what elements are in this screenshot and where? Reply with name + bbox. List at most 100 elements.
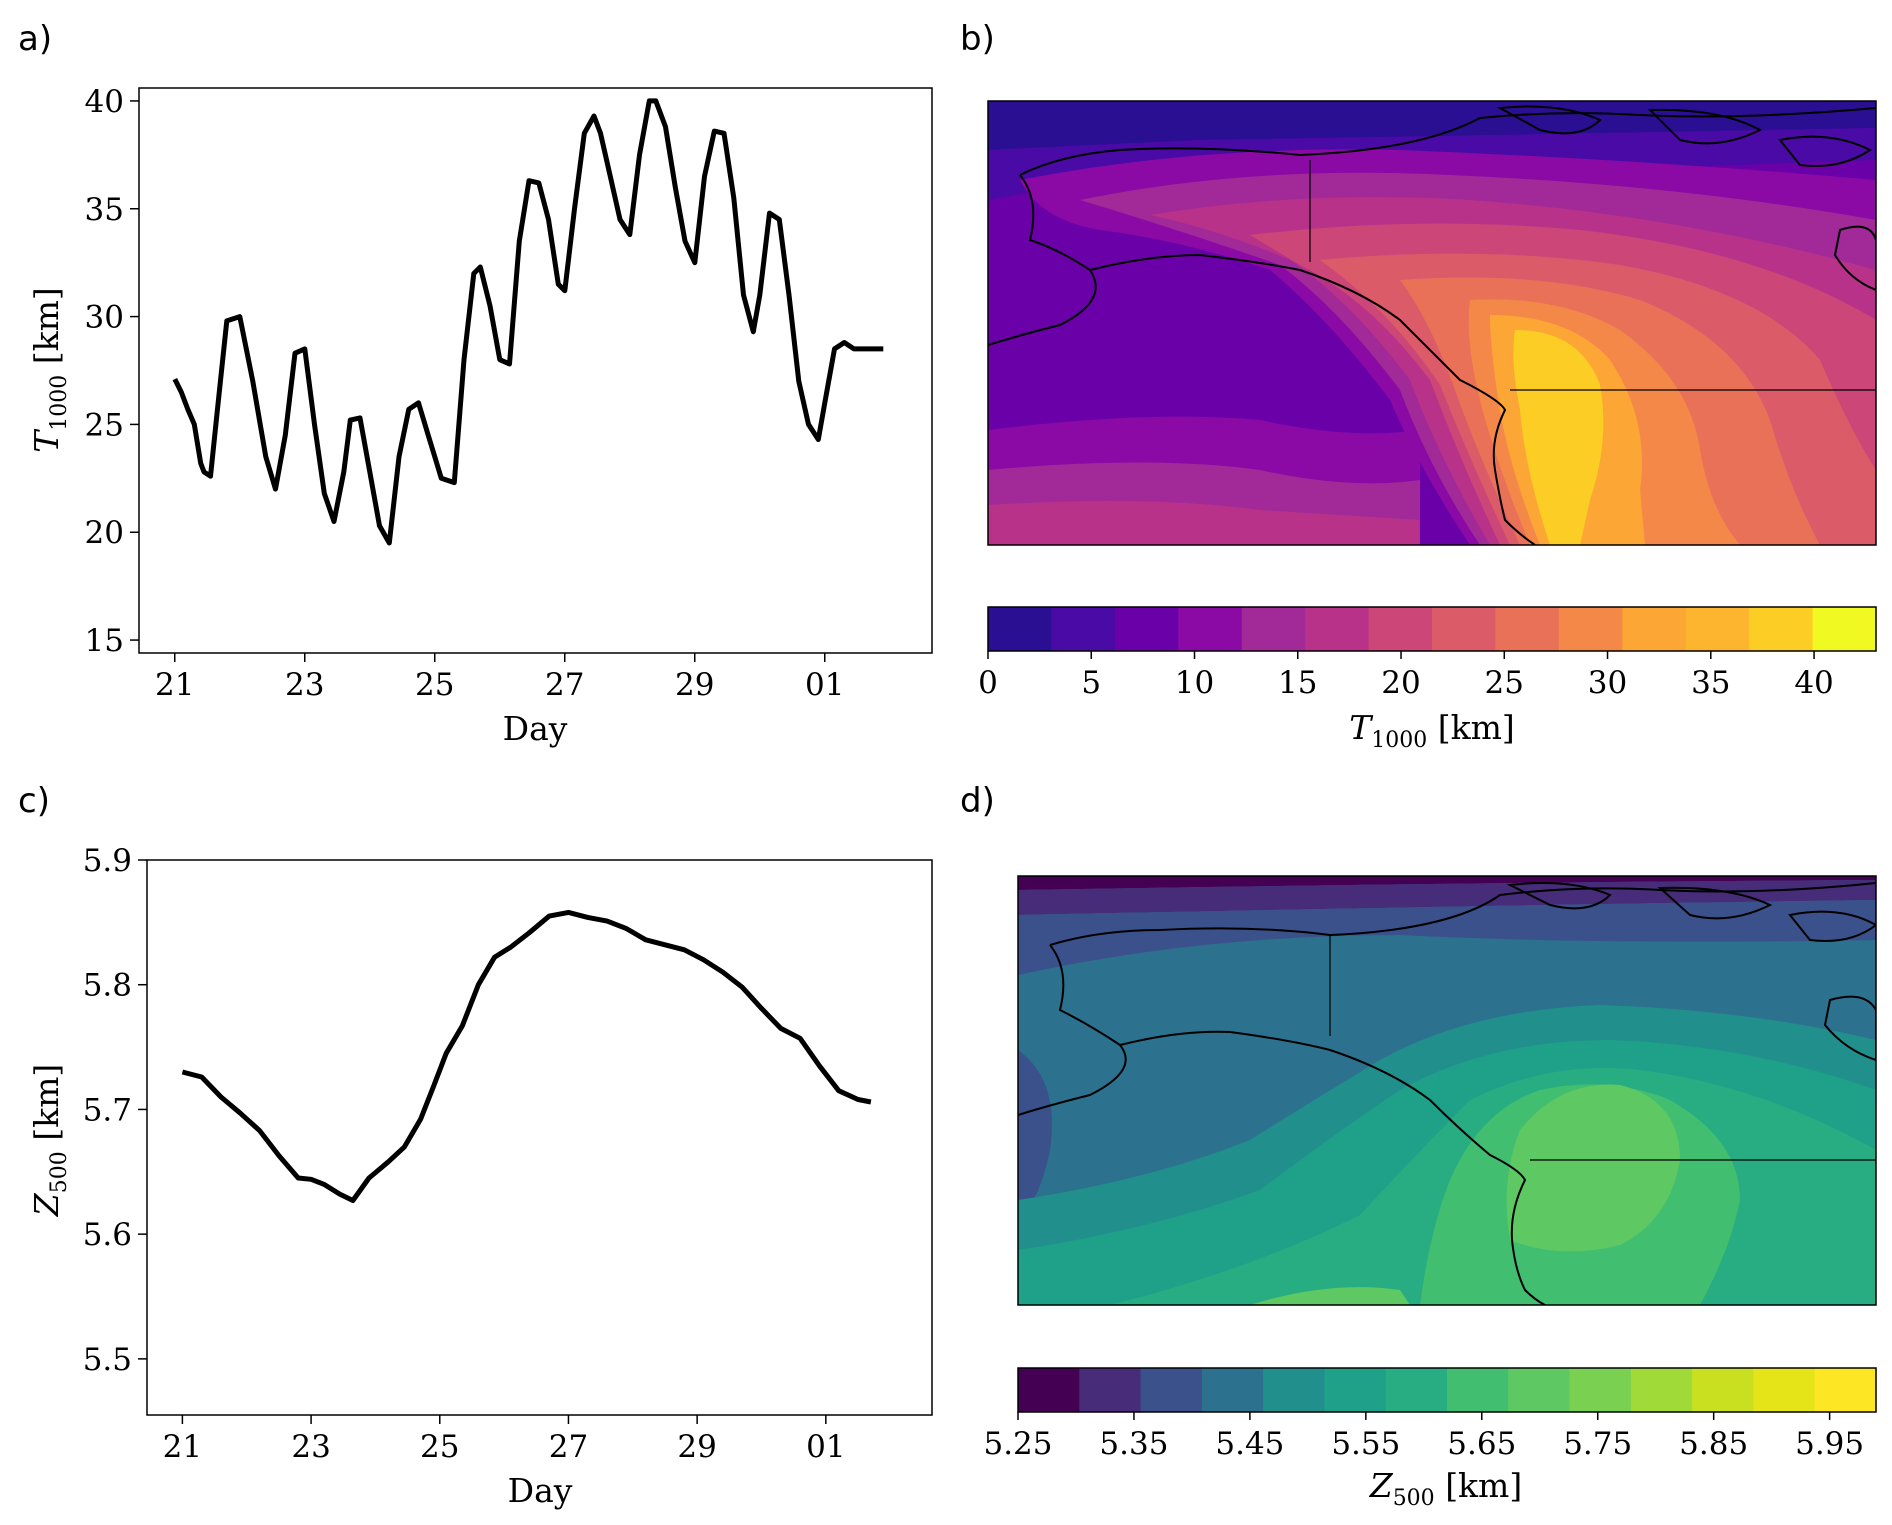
y-tick-label: 5.9 xyxy=(83,843,132,879)
panel-label-c: c) xyxy=(18,781,50,821)
colorbar-segment xyxy=(1018,1368,1080,1412)
panel-d-geopotential-map: 5.25 5.35 5.45 5.55 5.65 5.75 5.85 5.95 Z500 [k… xyxy=(983,875,1877,1511)
colorbar-segment xyxy=(1447,1368,1509,1412)
colorbar-segment xyxy=(1305,607,1370,651)
colorbar-segment xyxy=(1432,607,1497,651)
colorbar-segment xyxy=(1814,1368,1877,1412)
panel-label-b: b) xyxy=(960,19,995,59)
y-tick-label: 40 xyxy=(85,84,124,120)
map-d-band-top1 xyxy=(1018,876,1876,890)
x-tick-label: 29 xyxy=(677,1429,716,1465)
y-tick-label: 15 xyxy=(85,623,124,659)
y-tick-label: 5.6 xyxy=(83,1217,132,1253)
y-tick-label: 20 xyxy=(85,515,124,551)
y-tick-label: 30 xyxy=(85,300,124,336)
y-tick-label: 5.7 xyxy=(83,1092,132,1128)
colorbar-segment xyxy=(1263,1368,1326,1412)
colorbar-tick-label: 5.85 xyxy=(1679,1426,1748,1462)
map-b-arctic-islands xyxy=(1496,105,1876,292)
colorbar-segment xyxy=(1368,607,1433,651)
colorbar-segment xyxy=(988,607,1053,651)
colorbar-frame xyxy=(1017,1367,1877,1413)
y-axis-label-a: T1000 [km] xyxy=(27,287,72,453)
colorbar-tick-label: 5.45 xyxy=(1215,1426,1284,1462)
colorbar-b xyxy=(987,606,1877,652)
plot-frame-a xyxy=(138,87,933,654)
colorbar-label-b: T1000 [km] xyxy=(1349,708,1515,753)
x-tick-label: 01 xyxy=(806,1429,845,1465)
colorbar-segment xyxy=(1495,607,1560,651)
map-d-band-south xyxy=(1250,1287,1410,1305)
colorbar-segment xyxy=(1558,607,1623,651)
y-tick-label: 5.5 xyxy=(83,1342,132,1378)
y-axis-label-c: Z500 [km] xyxy=(27,1064,72,1217)
map-d-band-westlow xyxy=(1018,1050,1052,1220)
colorbar-tick-label: 25 xyxy=(1485,665,1524,701)
x-tick-label: 25 xyxy=(420,1429,459,1465)
colorbar-tick-label: 5.35 xyxy=(1099,1426,1168,1462)
y-tick-label: 5.8 xyxy=(83,968,132,1004)
x-tick-label: 21 xyxy=(163,1429,202,1465)
colorbar-tick-label: 5.55 xyxy=(1331,1426,1400,1462)
colorbar-segment xyxy=(1114,607,1179,651)
panel-b-temperature-map: 0 5 10 15 20 25 30 35 40 T1000 [km] xyxy=(978,100,1877,753)
colorbar-tick-label: 40 xyxy=(1794,665,1833,701)
x-tick-label: 21 xyxy=(155,667,194,703)
y-axis-ticks-a: 15 20 25 30 35 40 xyxy=(85,84,139,659)
map-d-arctic-islands xyxy=(1506,881,1876,1062)
x-tick-label: 27 xyxy=(549,1429,588,1465)
series-line-a xyxy=(172,98,884,546)
panel-label-d: d) xyxy=(960,781,995,821)
colorbar-label-d: Z500 [km] xyxy=(1369,1466,1522,1511)
colorbar-tick-label: 10 xyxy=(1175,665,1214,701)
colorbar-segment xyxy=(1753,1368,1816,1412)
colorbar-frame xyxy=(987,606,1877,652)
x-tick-label: 27 xyxy=(545,667,584,703)
x-axis-ticks-a: 21 23 25 27 29 01 xyxy=(155,653,844,703)
map-d-border-lines xyxy=(1329,935,1876,1161)
map-b-band-ocean-south3 xyxy=(988,501,1420,545)
colorbar-segment xyxy=(1140,1368,1203,1412)
colorbar-segment xyxy=(1630,1368,1693,1412)
colorbar-segment xyxy=(1812,607,1877,651)
panel-c-line-chart: 21 23 25 27 29 01 5.5 5.6 5.7 5.8 5.9 Day Z500 [k… xyxy=(27,843,933,1510)
colorbar-tick-label: 5.25 xyxy=(983,1426,1052,1462)
panel-label-a: a) xyxy=(18,19,52,59)
colorbar-tick-label: 5.75 xyxy=(1563,1426,1632,1462)
colorbar-tick-label: 20 xyxy=(1381,665,1420,701)
x-tick-label: 25 xyxy=(415,667,454,703)
y-tick-label: 25 xyxy=(85,407,124,443)
map-b-border-lines xyxy=(1309,160,1876,391)
x-axis-label-a: Day xyxy=(503,709,568,748)
map-b-coastline-west xyxy=(988,107,1876,545)
colorbar-segment xyxy=(1749,607,1814,651)
x-tick-label: 29 xyxy=(675,667,714,703)
x-axis-ticks-c: 21 23 25 27 29 01 xyxy=(163,1415,846,1465)
series-line-c xyxy=(181,909,872,1203)
map-d-field xyxy=(1018,876,1876,1305)
colorbar-segment xyxy=(1692,1368,1755,1412)
map-d-frame xyxy=(1017,875,1877,1306)
map-d-band-green5 xyxy=(1506,1084,1680,1252)
colorbar-tick-label: 0 xyxy=(978,665,998,701)
map-d-coastline xyxy=(1018,882,1876,1305)
panel-a-line-chart: 21 23 25 27 29 01 15 20 25 30 35 40 Day T1000 [km] xyxy=(27,84,933,748)
colorbar-tick-label: 30 xyxy=(1588,665,1627,701)
colorbar-segment xyxy=(1385,1368,1448,1412)
colorbar-segment xyxy=(1508,1368,1571,1412)
colorbar-tick-label: 15 xyxy=(1278,665,1317,701)
map-b-field xyxy=(988,101,1876,545)
colorbar-ticks-d: 5.25 5.35 5.45 5.55 5.65 5.75 5.85 5.95 xyxy=(983,1412,1864,1462)
colorbar-segment xyxy=(1051,607,1116,651)
map-b-frame xyxy=(987,100,1877,546)
x-tick-label: 23 xyxy=(285,667,324,703)
y-tick-label: 35 xyxy=(85,192,124,228)
map-b-land-hot xyxy=(1513,330,1604,545)
colorbar-ticks-b: 0 5 10 15 20 25 30 35 40 xyxy=(978,651,1834,701)
colorbar-d xyxy=(1017,1367,1877,1413)
colorbar-segment xyxy=(1685,607,1750,651)
colorbar-segment xyxy=(1079,1368,1142,1412)
x-tick-label: 01 xyxy=(805,667,844,703)
map-d-band-top3 xyxy=(1018,900,1876,975)
colorbar-segment xyxy=(1241,607,1306,651)
